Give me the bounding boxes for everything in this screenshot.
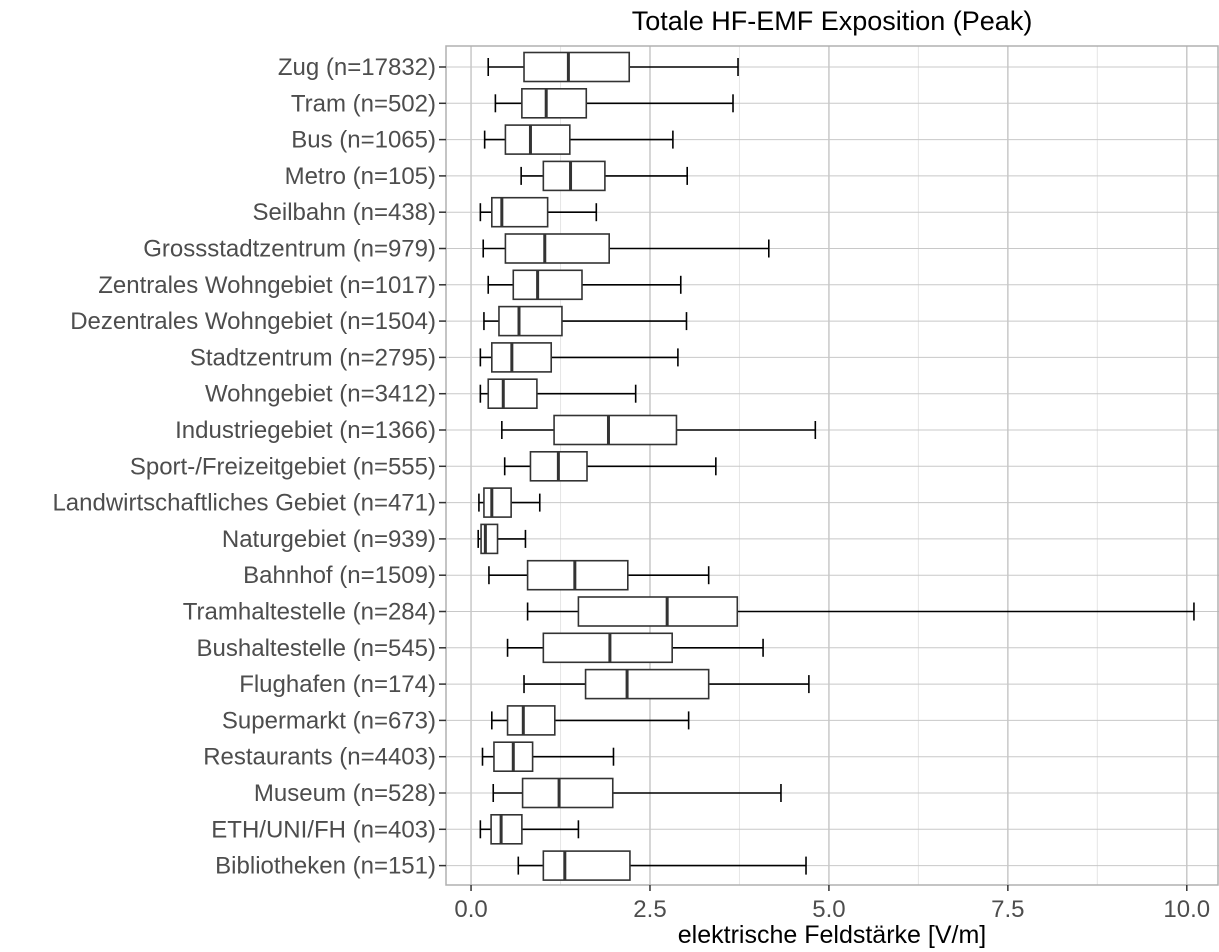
iqr-box	[483, 487, 512, 518]
y-tick-label: Zug (n=17832)	[278, 54, 436, 81]
y-tick-label: Flughafen (n=174)	[239, 671, 436, 698]
y-tick-label: Supermarkt (n=673)	[222, 707, 436, 734]
y-tick-label: Stadtzentrum (n=2795)	[190, 344, 436, 371]
box-group	[487, 51, 739, 83]
y-tick-label: Museum (n=528)	[254, 780, 436, 807]
y-tick-label: Sport-/Freizeitgebiet (n=555)	[130, 453, 436, 480]
iqr-box	[491, 196, 549, 228]
x-tick-labels: 0.0 2.5 5.0 7.5 10.0	[454, 885, 1210, 923]
y-tick-label: Tram (n=502)	[291, 90, 436, 117]
y-tick-label: Landwirtschaftliches Gebiet (n=471)	[52, 490, 436, 517]
iqr-box	[577, 596, 739, 627]
y-tick-label: ETH/UNI/FH (n=403)	[211, 816, 436, 843]
x-axis-label: elektrische Feldstärke [V/m]	[678, 921, 986, 949]
box-group	[491, 705, 690, 736]
y-tick-label: Seilbahn (n=438)	[253, 199, 436, 226]
chart-title: Totale HF-EMF Exposition (Peak)	[632, 6, 1033, 36]
iqr-box	[526, 559, 629, 591]
iqr-box	[523, 51, 631, 83]
iqr-box	[480, 523, 499, 555]
iqr-box	[553, 414, 678, 446]
y-tick-label: Industriegebiet (n=1366)	[175, 417, 436, 444]
y-tick-label: Dezentrales Wohngebiet (n=1504)	[70, 308, 436, 335]
y-tick-label: Naturgebiet (n=939)	[222, 526, 436, 553]
x-tick-label: 10.0	[1163, 896, 1210, 923]
box-group	[494, 88, 734, 119]
box-group	[503, 450, 717, 482]
iqr-box	[521, 88, 588, 119]
y-tick-label: Restaurants (n=4403)	[203, 744, 436, 771]
box-group	[479, 813, 580, 845]
box-group	[479, 196, 598, 228]
iqr-box	[542, 850, 631, 881]
y-tick-label: Bushaltestelle (n=545)	[197, 635, 436, 662]
panel-border-layer	[445, 45, 1219, 886]
iqr-box	[542, 632, 673, 664]
iqr-box	[504, 124, 571, 155]
y-tick-label: Grossstadtzentrum (n=979)	[143, 236, 436, 263]
box-group	[483, 124, 674, 155]
box-group	[477, 523, 527, 555]
y-tick-label: Zentrales Wohngebiet (n=1017)	[98, 272, 436, 299]
box-group	[523, 668, 810, 700]
y-tick-label: Bibliotheken (n=151)	[215, 853, 436, 880]
box-group	[517, 850, 807, 881]
box-group	[506, 632, 764, 664]
iqr-box	[584, 668, 710, 700]
box-group	[478, 487, 541, 518]
box-group	[488, 559, 710, 591]
iqr-box	[521, 777, 614, 809]
iqr-box	[491, 342, 553, 373]
y-tick-label: Bahnhof (n=1509)	[243, 562, 436, 589]
iqr-box	[490, 813, 523, 845]
iqr-box	[487, 378, 538, 410]
box-group	[501, 414, 817, 446]
iqr-box	[542, 160, 606, 192]
x-tick-label: 7.5	[991, 896, 1024, 923]
box-group	[479, 342, 679, 373]
box-group	[520, 160, 689, 192]
box-group	[492, 777, 782, 809]
box-group	[483, 305, 688, 337]
y-tick-label: Tramhaltestelle (n=284)	[183, 599, 436, 626]
x-tick-label: 0.0	[454, 896, 487, 923]
iqr-box	[506, 705, 556, 736]
iqr-box	[504, 233, 610, 264]
box-group	[479, 378, 637, 410]
y-tick-label: Wohngebiet (n=3412)	[205, 381, 436, 408]
boxes-layer	[477, 51, 1195, 881]
y-tick-labels: Zug (n=17832) Tram (n=502) Bus (n=1065) Met…	[52, 54, 446, 880]
y-tick-label: Bus (n=1065)	[291, 127, 436, 154]
box-group	[481, 741, 615, 773]
iqr-box	[512, 269, 583, 301]
box-group	[482, 233, 770, 264]
panel-border	[445, 45, 1219, 886]
iqr-box	[498, 305, 563, 337]
y-tick-label: Metro (n=105)	[285, 163, 436, 190]
box-group	[487, 269, 682, 301]
box-group	[526, 596, 1195, 627]
x-tick-label: 5.0	[812, 896, 845, 923]
x-tick-label: 2.5	[633, 896, 666, 923]
